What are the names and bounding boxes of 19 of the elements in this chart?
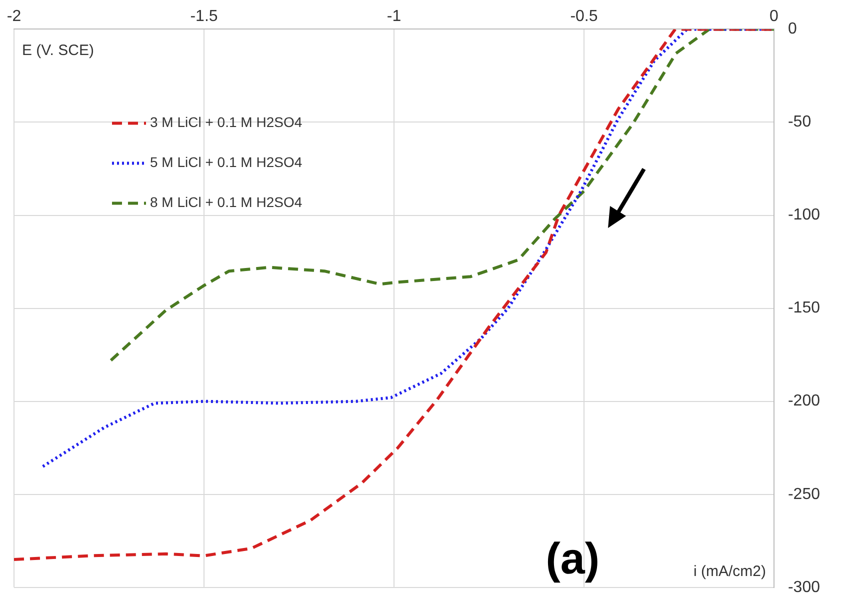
x-tick-label: 0 — [770, 8, 779, 26]
x-tick-label: -0.5 — [570, 8, 598, 26]
y-tick-label: 0 — [788, 20, 797, 38]
legend-label: 8 M LiCl + 0.1 M H2SO4 — [150, 194, 302, 210]
line-series — [109, 29, 774, 362]
y-axis-title: E (V. SCE) — [22, 42, 94, 59]
y-tick-label: -50 — [788, 114, 812, 131]
x-tick-label: -1 — [386, 8, 402, 26]
y-tick-label: -300 — [788, 578, 820, 596]
x-axis-title: i (mA/cm2) — [693, 563, 766, 580]
y-tick-label: -100 — [788, 206, 820, 224]
legend-label: 3 M LiCl + 0.1 M H2SO4 — [150, 114, 302, 130]
y-tick-label: -150 — [788, 300, 820, 317]
annotation: (a) — [546, 534, 600, 584]
legend-label: 5 M LiCl + 0.1 M H2SO4 — [150, 154, 302, 170]
x-tick-label: -2 — [6, 8, 22, 26]
y-tick-label: -250 — [788, 486, 820, 503]
x-tick-label: -1.5 — [190, 8, 218, 26]
y-tick-label: -200 — [788, 392, 820, 410]
